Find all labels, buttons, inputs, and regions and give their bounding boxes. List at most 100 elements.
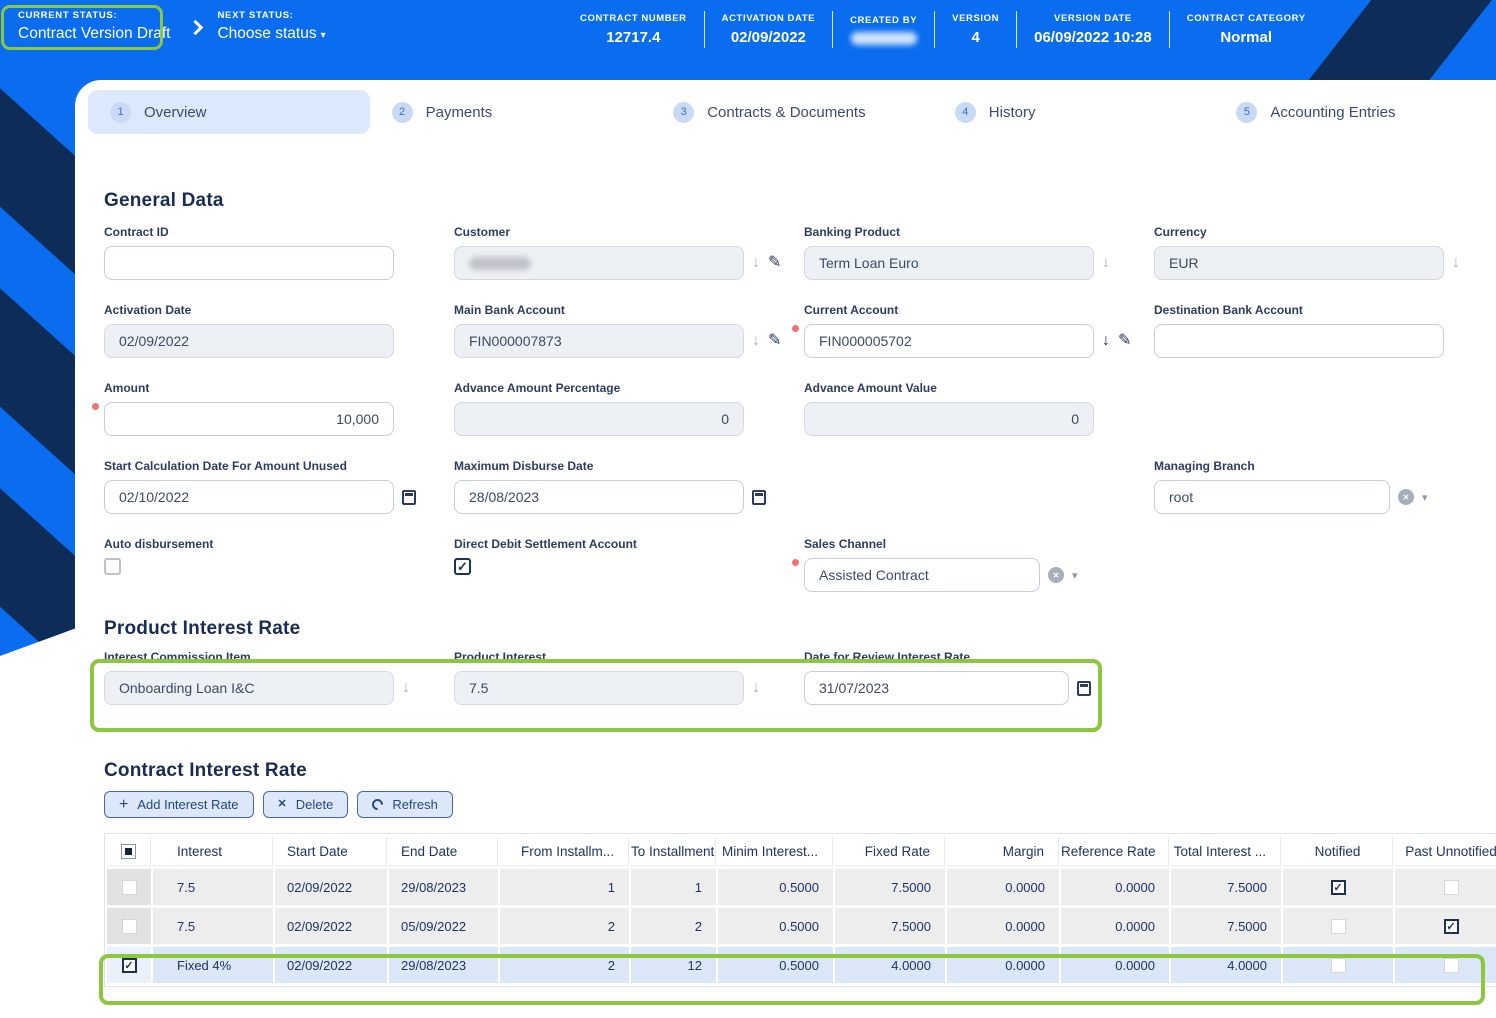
info-contract-number: CONTRACT NUMBER 12717.4	[580, 13, 687, 46]
col-reference-rate: Reference Rate	[1061, 837, 1169, 866]
currency-input: EUR	[1154, 246, 1444, 280]
advance-amount-percentage-input: 0	[454, 402, 744, 436]
sales-channel-input[interactable]: Assisted Contract	[804, 558, 1040, 592]
col-interest: Interest	[153, 837, 273, 866]
delete-button[interactable]: ✕ Delete	[262, 791, 349, 818]
managing-branch-input[interactable]: root	[1154, 480, 1390, 514]
notified-checkbox[interactable]: ✓	[1330, 880, 1346, 895]
required-marker	[92, 403, 99, 410]
info-version-date: VERSION DATE 06/09/2022 10:28	[1016, 11, 1169, 48]
past-unnotified-checkbox[interactable]: ✓	[1443, 919, 1459, 934]
status-area: CURRENT STATUS: Contract Version Draft N…	[8, 6, 336, 49]
field-currency: Currency EUR ↓	[1154, 225, 1496, 280]
field-customer: Customer ↓ ✎	[454, 225, 804, 280]
form-row: Amount 10,000 Advance Amount Percentage …	[92, 381, 1496, 436]
plus-icon: +	[119, 795, 129, 813]
info-created-by: CREATED BY	[832, 11, 934, 48]
field-activation-date: Activation Date 02/09/2022	[104, 303, 454, 358]
tab-number-badge: 5	[1236, 101, 1258, 123]
select-all-checkbox[interactable]	[121, 844, 136, 859]
tab-payments[interactable]: 2 Payments	[370, 90, 652, 134]
start-calculation-date-input[interactable]: 02/10/2022	[104, 480, 394, 514]
product-interest-input: 7.5	[454, 671, 744, 705]
field-auto-disbursement: Auto disbursement ✓	[104, 537, 454, 592]
interest-commission-item-input: Onboarding Loan I&C	[104, 671, 394, 705]
field-product-interest: Product Interest 7.5 ↓	[454, 650, 804, 705]
lookup-arrow-icon: ↓	[752, 332, 760, 349]
amount-input[interactable]: 10,000	[104, 402, 394, 436]
form-row: Auto disbursement ✓ Direct Debit Settlem…	[104, 537, 1496, 592]
activation-date-input: 02/09/2022	[104, 324, 394, 358]
caret-down-icon[interactable]: ▾	[1072, 569, 1078, 582]
field-date-for-review: Date for Review Interest Rate 31/07/2023	[804, 650, 1154, 705]
current-status-value: Contract Version Draft	[18, 25, 171, 42]
col-to-installment: To Installment	[631, 837, 716, 866]
auto-disbursement-checkbox[interactable]: ✓	[104, 558, 121, 575]
required-marker	[792, 559, 799, 566]
tab-number-badge: 4	[954, 101, 976, 123]
edit-pencil-icon[interactable]: ✎	[1118, 332, 1132, 349]
field-destination-bank-account: Destination Bank Account	[1154, 303, 1496, 358]
lookup-arrow-icon: ↓	[752, 679, 760, 696]
tab-number-badge: 3	[673, 101, 695, 123]
notified-checkbox[interactable]: ✓	[1330, 919, 1346, 934]
current-status: CURRENT STATUS: Contract Version Draft	[8, 6, 180, 49]
destination-bank-account-input[interactable]	[1154, 324, 1444, 358]
field-direct-debit-settlement-account: Direct Debit Settlement Account ✓	[454, 537, 637, 575]
field-main-bank-account: Main Bank Account FIN000007873 ↓ ✎	[454, 303, 804, 358]
table-row[interactable]: ✓ 7.5 02/09/2022 05/09/2022 2 2 0.5000 7…	[107, 908, 1496, 944]
lookup-arrow-icon: ↓	[1452, 254, 1460, 271]
row-select-checkbox[interactable]: ✓	[121, 880, 137, 895]
chevron-right-icon	[188, 19, 204, 36]
field-advance-amount-percentage: Advance Amount Percentage 0	[454, 381, 804, 436]
info-version: VERSION 4	[934, 11, 1016, 48]
x-icon: ✕	[277, 798, 287, 810]
table-row[interactable]: ✓ 7.5 02/09/2022 29/08/2023 1 1 0.5000 7…	[107, 869, 1496, 905]
notified-checkbox[interactable]: ✓	[1330, 958, 1346, 973]
tab-number-badge: 2	[391, 101, 413, 123]
form-row: Contract ID Customer ↓ ✎ Banking Product…	[104, 225, 1496, 280]
refresh-icon	[370, 796, 386, 813]
required-marker	[792, 325, 799, 332]
tab-overview[interactable]: 1 Overview	[88, 90, 370, 134]
row-select-checkbox[interactable]: ✓	[121, 919, 137, 934]
tab-contracts-documents[interactable]: 3 Contracts & Documents	[651, 90, 933, 134]
maximum-disburse-date-input[interactable]: 28/08/2023	[454, 480, 744, 514]
col-past-unnotified: Past Unnotified	[1395, 837, 1496, 866]
lookup-arrow-icon: ↓	[1102, 254, 1110, 271]
edit-pencil-icon[interactable]: ✎	[768, 254, 782, 271]
past-unnotified-checkbox[interactable]: ✓	[1443, 880, 1459, 895]
current-account-input[interactable]: FIN000005702	[804, 324, 1094, 358]
col-total-interest: Total Interest ...	[1171, 837, 1281, 866]
calendar-icon[interactable]	[752, 489, 766, 505]
field-interest-commission-item: Interest Commission Item Onboarding Loan…	[104, 650, 454, 705]
row-select-checkbox[interactable]: ✓	[121, 958, 137, 973]
col-end-date: End Date	[389, 837, 498, 866]
caret-down-icon[interactable]: ▾	[1422, 491, 1428, 504]
field-contract-id: Contract ID	[104, 225, 454, 280]
clear-icon[interactable]: ✕	[1048, 567, 1064, 583]
edit-pencil-icon[interactable]: ✎	[768, 332, 782, 349]
table-row-selected[interactable]: ✓ Fixed 4% 02/09/2022 29/08/2023 2 12 0.…	[107, 947, 1496, 983]
form-row: Start Calculation Date For Amount Unused…	[104, 459, 1496, 514]
contract-id-input[interactable]	[104, 246, 394, 280]
clear-icon[interactable]: ✕	[1398, 489, 1414, 505]
lookup-arrow-icon[interactable]: ↓	[1102, 332, 1110, 349]
direct-debit-checkbox[interactable]: ✓	[454, 558, 471, 575]
tab-history[interactable]: 4 History	[933, 90, 1215, 134]
next-status-dropdown[interactable]: Choose status ▾	[217, 25, 326, 42]
col-from-installment: From Installm...	[500, 837, 629, 866]
date-for-review-input[interactable]: 31/07/2023	[804, 671, 1069, 705]
banking-product-input: Term Loan Euro	[804, 246, 1094, 280]
table-header-row: Interest Start Date End Date From Instal…	[107, 837, 1496, 866]
past-unnotified-checkbox[interactable]: ✓	[1443, 958, 1459, 973]
add-interest-rate-button[interactable]: + Add Interest Rate	[104, 791, 254, 818]
next-status: NEXT STATUS: Choose status ▾	[207, 6, 335, 47]
refresh-button[interactable]: Refresh	[357, 791, 453, 818]
calendar-icon[interactable]	[402, 489, 416, 505]
tab-accounting-entries[interactable]: 5 Accounting Entries	[1214, 90, 1496, 134]
customer-input	[454, 246, 744, 280]
product-interest-rate-title: Product Interest Rate	[104, 618, 301, 639]
calendar-icon[interactable]	[1077, 680, 1091, 696]
